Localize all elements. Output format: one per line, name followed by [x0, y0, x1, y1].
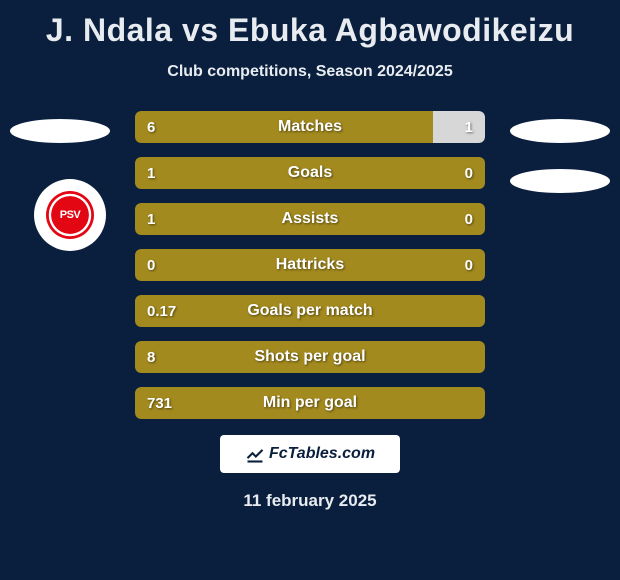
comparison-panel: PSV 61Matches 10Goals 10Assists 00Hattricks… — [0, 111, 620, 511]
stat-label: Assists — [135, 203, 485, 235]
player-left-placeholder — [10, 119, 110, 143]
subtitle: Club competitions, Season 2024/2025 — [0, 63, 620, 81]
chart-icon — [245, 444, 265, 464]
stat-row: 00Hattricks — [135, 249, 485, 281]
brand-text: FcTables.com — [269, 445, 375, 463]
stat-label: Matches — [135, 111, 485, 143]
stats-bars: 61Matches 10Goals 10Assists 00Hattricks 0.17… — [135, 111, 485, 419]
stat-label: Goals — [135, 157, 485, 189]
stat-row: 8Shots per goal — [135, 341, 485, 373]
stat-label: Goals per match — [135, 295, 485, 327]
stat-row: 731Min per goal — [135, 387, 485, 419]
brand-badge: FcTables.com — [220, 435, 400, 473]
stat-row: 10Assists — [135, 203, 485, 235]
page-title: J. Ndala vs Ebuka Agbawodikeizu — [0, 0, 620, 49]
stat-row: 61Matches — [135, 111, 485, 143]
stat-label: Shots per goal — [135, 341, 485, 373]
stat-label: Min per goal — [135, 387, 485, 419]
club-logo-left: PSV — [34, 179, 106, 251]
player-right-placeholder-2 — [510, 169, 610, 193]
stat-row: 10Goals — [135, 157, 485, 189]
player-right-placeholder-1 — [510, 119, 610, 143]
club-logo-text: PSV — [46, 191, 94, 239]
stat-label: Hattricks — [135, 249, 485, 281]
date-text: 11 february 2025 — [10, 491, 610, 511]
stat-row: 0.17Goals per match — [135, 295, 485, 327]
